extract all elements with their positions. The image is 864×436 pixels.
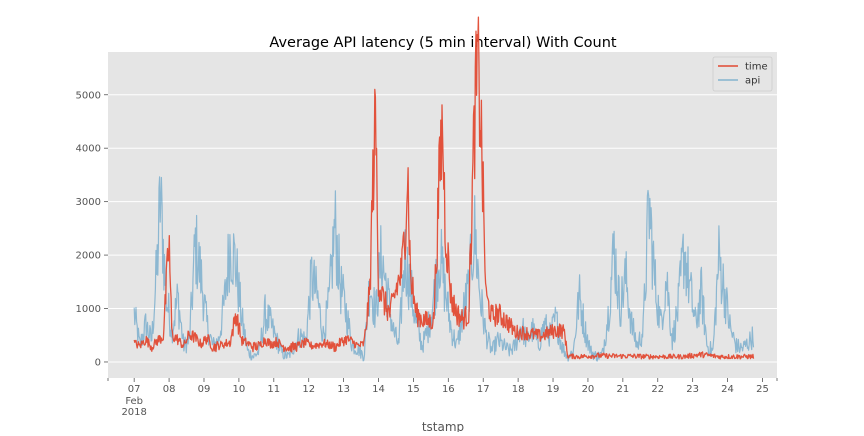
x-tick-label: 12 [302,384,315,395]
y-tick-label: 4000 [76,144,101,155]
x-tick-label: 18 [512,384,525,395]
x-tick-label: 14 [372,384,385,395]
x-tick-label: 24 [721,384,734,395]
x-axis-label: tstamp [422,420,464,432]
y-tick-label: 5000 [76,90,101,101]
x-tick-label: 15 [407,384,420,395]
x-tick-label: 16 [442,384,455,395]
y-tick-label: 2000 [76,251,101,262]
x-tick-sublabel: Feb [125,396,143,407]
x-tick-label: 11 [267,384,280,395]
x-tick-label: 17 [477,384,490,395]
x-tick-label: 08 [163,384,176,395]
x-tick-sublabel: 2018 [121,407,146,418]
x-tick-label: 21 [616,384,629,395]
x-tick-label: 13 [337,384,350,395]
y-tick-label: 0 [95,357,101,368]
legend-label-time: time [745,62,768,73]
x-tick-label: 10 [233,384,246,395]
legend: time api [712,56,773,92]
x-tick-label: 09 [198,384,211,395]
legend-label-api: api [745,76,760,87]
x-tick-label: 23 [686,384,699,395]
y-tick-label: 1000 [76,304,101,315]
x-tick-label: 25 [756,384,769,395]
x-tick-label: 20 [582,384,595,395]
series-layer [133,16,755,362]
x-tick-label: 19 [547,384,560,395]
x-tick-label: 22 [651,384,664,395]
series-line-time [133,16,755,360]
chart-title: Average API latency (5 min interval) Wit… [269,35,616,51]
series-line-api [133,176,755,362]
x-tick-label: 07 [128,384,141,395]
y-tick-label: 3000 [76,197,101,208]
